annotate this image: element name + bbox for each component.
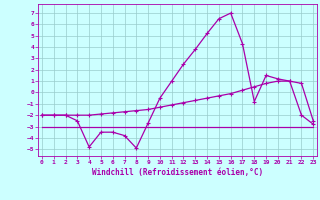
X-axis label: Windchill (Refroidissement éolien,°C): Windchill (Refroidissement éolien,°C) — [92, 168, 263, 177]
